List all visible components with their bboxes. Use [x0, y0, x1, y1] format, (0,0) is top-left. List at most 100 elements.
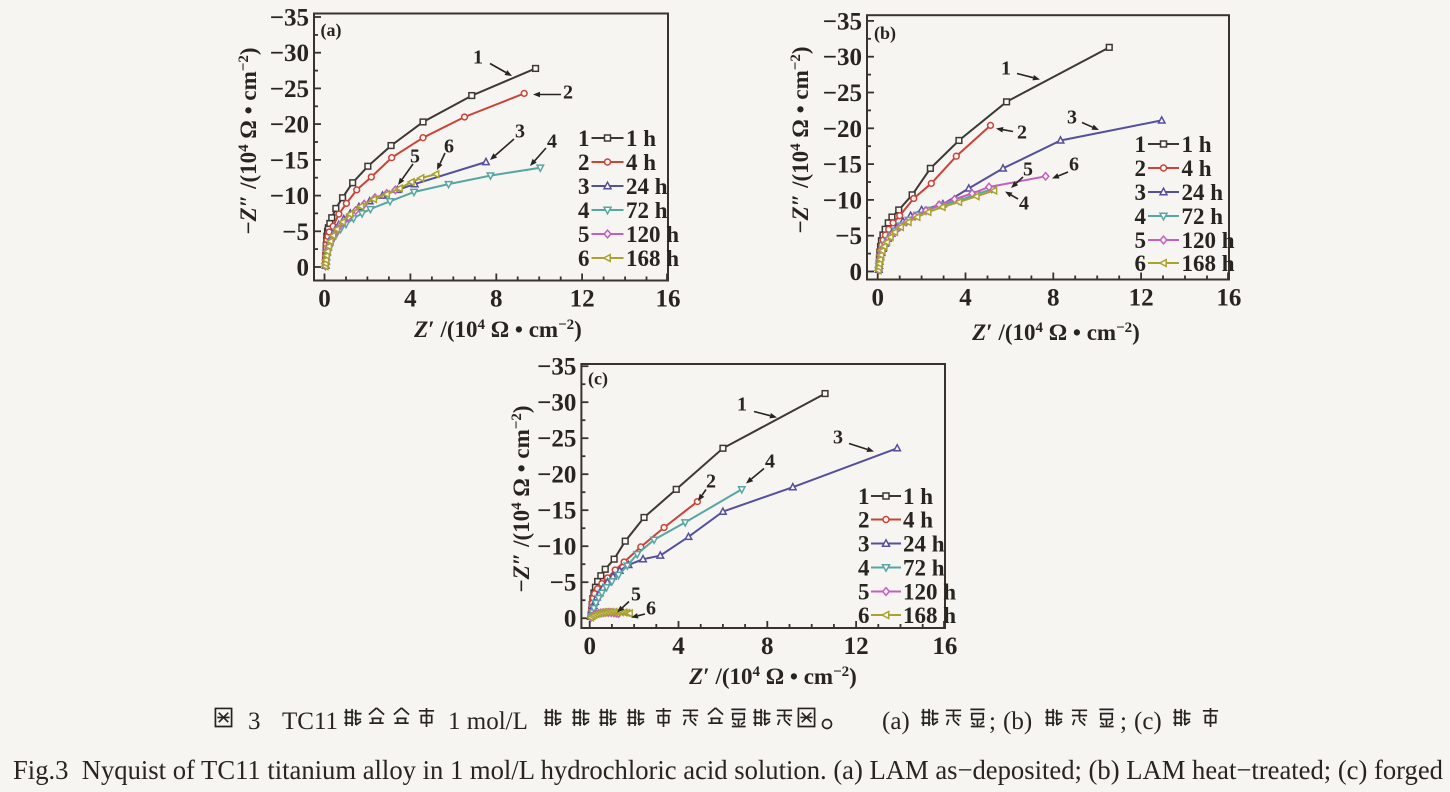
- svg-text:3: 3: [515, 121, 525, 143]
- svg-text:2: 2: [858, 508, 870, 533]
- svg-text:−35: −35: [270, 5, 309, 32]
- svg-text:0: 0: [564, 606, 577, 633]
- svg-text:3: 3: [1067, 107, 1077, 129]
- svg-text:−35: −35: [537, 354, 576, 381]
- svg-text:16: 16: [656, 286, 681, 313]
- svg-text:3: 3: [1135, 180, 1147, 205]
- svg-text:120 h: 120 h: [903, 580, 956, 605]
- svg-text:1 mol/L: 1 mol/L: [448, 708, 528, 735]
- svg-text:24 h: 24 h: [626, 174, 668, 199]
- svg-text:−30: −30: [270, 40, 309, 67]
- svg-text:2: 2: [1135, 156, 1147, 181]
- svg-text:16: 16: [1216, 285, 1241, 312]
- svg-text:−15: −15: [270, 147, 309, 174]
- svg-text:72 h: 72 h: [903, 556, 945, 581]
- svg-text:−30: −30: [823, 44, 862, 71]
- svg-text:1: 1: [1001, 58, 1011, 80]
- svg-text:5: 5: [410, 146, 420, 168]
- svg-text:4 h: 4 h: [903, 508, 933, 533]
- svg-text:4: 4: [765, 451, 775, 473]
- svg-text:−25: −25: [270, 76, 309, 103]
- svg-text:2: 2: [706, 471, 716, 493]
- svg-text:(c): (c): [588, 369, 608, 390]
- svg-text:6: 6: [646, 598, 656, 620]
- svg-text:Z′ /(104 Ω • cm−2): Z′ /(104 Ω • cm−2): [688, 664, 857, 689]
- svg-text:6: 6: [444, 136, 454, 158]
- svg-text:1 h: 1 h: [903, 484, 933, 509]
- svg-text:12: 12: [1129, 285, 1154, 312]
- svg-text:(b): (b): [874, 23, 896, 44]
- svg-text:168 h: 168 h: [626, 246, 679, 271]
- svg-text:−5: −5: [835, 223, 862, 250]
- svg-text:−10: −10: [270, 183, 309, 210]
- svg-text:24 h: 24 h: [1182, 180, 1224, 205]
- svg-text:2: 2: [1017, 122, 1027, 144]
- svg-text:−15: −15: [823, 152, 862, 179]
- svg-text:3: 3: [858, 532, 870, 557]
- svg-text:0: 0: [850, 259, 863, 286]
- svg-text:−20: −20: [537, 462, 576, 489]
- svg-text:4 h: 4 h: [1182, 156, 1212, 181]
- svg-text:−Z″ /(104 Ω • cm−2): −Z″ /(104 Ω • cm−2): [236, 47, 261, 234]
- svg-text:168 h: 168 h: [1182, 251, 1235, 276]
- svg-text:6: 6: [1069, 154, 1079, 176]
- svg-text:5: 5: [631, 584, 641, 606]
- svg-text:(a): (a): [321, 20, 342, 41]
- svg-text:6: 6: [858, 603, 870, 628]
- svg-text:0: 0: [297, 255, 310, 282]
- svg-text:−10: −10: [823, 187, 862, 214]
- svg-text:1: 1: [473, 47, 483, 69]
- svg-text:5: 5: [578, 222, 590, 247]
- svg-text:TC11: TC11: [282, 708, 338, 735]
- svg-text:−30: −30: [537, 390, 576, 417]
- svg-text:8: 8: [490, 286, 503, 313]
- svg-text:−5: −5: [282, 219, 309, 246]
- svg-text:−35: −35: [823, 8, 862, 35]
- svg-text:5: 5: [858, 580, 870, 605]
- svg-text:6: 6: [1135, 251, 1147, 276]
- svg-text:;: ;: [989, 708, 996, 735]
- svg-text:168 h: 168 h: [903, 603, 956, 628]
- svg-text:4: 4: [578, 198, 590, 223]
- svg-text:1 h: 1 h: [1182, 132, 1212, 157]
- svg-text:1: 1: [737, 394, 747, 416]
- svg-text:6: 6: [578, 246, 590, 271]
- svg-text:0: 0: [318, 286, 331, 313]
- svg-text:120 h: 120 h: [626, 222, 679, 247]
- svg-text:1: 1: [1135, 132, 1147, 157]
- svg-text:12: 12: [844, 633, 869, 660]
- svg-text:−10: −10: [537, 534, 576, 561]
- svg-text:1: 1: [578, 126, 590, 151]
- svg-text:4: 4: [404, 286, 417, 313]
- svg-text:3: 3: [578, 174, 590, 199]
- svg-text:72 h: 72 h: [626, 198, 668, 223]
- svg-text:2: 2: [563, 82, 573, 104]
- svg-text:Z′ /(104 Ω • cm−2): Z′ /(104 Ω • cm−2): [971, 320, 1140, 345]
- svg-text:(c): (c): [1134, 708, 1162, 735]
- svg-text:4 h: 4 h: [626, 150, 656, 175]
- svg-text:−20: −20: [823, 116, 862, 143]
- svg-text:−25: −25: [823, 80, 862, 107]
- svg-text:0: 0: [871, 285, 884, 312]
- svg-text:−20: −20: [270, 112, 309, 139]
- svg-text:12: 12: [570, 286, 595, 313]
- svg-text:5: 5: [1023, 159, 1033, 181]
- svg-text:(a): (a): [882, 708, 910, 735]
- svg-text:4: 4: [858, 556, 870, 581]
- svg-text:4: 4: [1135, 204, 1147, 229]
- svg-text:Z′ /(104 Ω • cm−2): Z′ /(104 Ω • cm−2): [413, 317, 582, 342]
- svg-text:(b): (b): [1003, 708, 1032, 735]
- svg-text:3: 3: [833, 427, 843, 449]
- svg-text:−15: −15: [537, 498, 576, 525]
- svg-text:16: 16: [932, 633, 957, 660]
- svg-text:24 h: 24 h: [903, 532, 945, 557]
- svg-text:4: 4: [547, 131, 557, 153]
- svg-text:8: 8: [761, 633, 774, 660]
- svg-text:−25: −25: [537, 426, 576, 453]
- svg-text:4: 4: [959, 285, 972, 312]
- svg-text:−Z″ /(104 Ω • cm−2): −Z″ /(104 Ω • cm−2): [509, 405, 534, 592]
- svg-text:120 h: 120 h: [1182, 228, 1235, 253]
- svg-text:4: 4: [1019, 193, 1029, 215]
- svg-text:;: ;: [1120, 708, 1127, 735]
- svg-text:72 h: 72 h: [1182, 204, 1224, 229]
